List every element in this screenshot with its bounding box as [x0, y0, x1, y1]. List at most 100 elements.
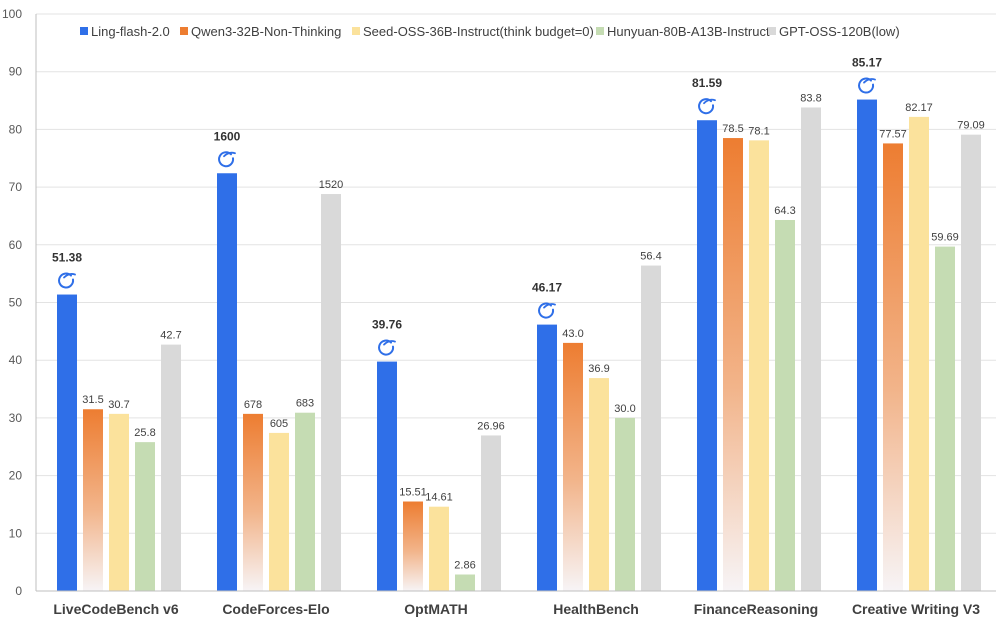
- legend: Ling-flash-2.0 Qwen3-32B-Non-Thinking Seed…: [80, 24, 900, 39]
- bar-gpt-oss-120b-low--0: [161, 344, 181, 591]
- value-label: 2.86: [454, 559, 475, 571]
- legend-swatch: [596, 27, 604, 35]
- bar-hunyuan-80b-a13b-instruct-3: [615, 417, 635, 591]
- x-tick-label: OptMATH: [404, 601, 468, 617]
- ling-logo-icon: [538, 302, 556, 319]
- y-tick-label: 40: [9, 353, 23, 367]
- bar-gpt-oss-120b-low--2: [481, 435, 501, 591]
- bar-gpt-oss-120b-low--1: [321, 194, 341, 592]
- value-label: 82.17: [905, 102, 933, 114]
- bars: [57, 99, 981, 592]
- value-label: 678: [244, 399, 262, 411]
- bar-qwen3-32b-non-thinking-1: [243, 413, 263, 591]
- bar-gpt-oss-120b-low--5: [961, 134, 981, 591]
- ling-logo-icon: [698, 98, 716, 115]
- value-label: 64.3: [774, 205, 795, 217]
- bar-qwen3-32b-non-thinking-5: [883, 143, 903, 592]
- value-label: 59.69: [931, 232, 959, 244]
- value-label: 56.4: [640, 251, 661, 263]
- value-label: 30.7: [108, 399, 129, 411]
- legend-item[interactable]: Seed-OSS-36B-Instruct(think budget=0): [352, 24, 594, 39]
- value-label: 30.0: [614, 403, 635, 415]
- ling-logo-icon: [858, 77, 876, 94]
- legend-label: Seed-OSS-36B-Instruct(think budget=0): [363, 24, 594, 39]
- value-label: 85.17: [852, 56, 882, 70]
- bar-seed-oss-36b-instruct-think-budget-0--0: [109, 413, 129, 591]
- y-tick-label: 0: [15, 584, 22, 598]
- legend-item[interactable]: Ling-flash-2.0: [80, 24, 170, 39]
- y-axis: 0 10 20 30 40 50 60 70 80 90 100: [2, 7, 37, 598]
- value-label: 683: [296, 398, 314, 410]
- y-tick-label: 50: [9, 296, 23, 310]
- value-label: 26.96: [477, 420, 505, 432]
- value-label: 51.38: [52, 251, 82, 265]
- bar-ling-flash-2-0-2: [377, 361, 397, 591]
- value-label: 42.7: [160, 330, 181, 342]
- value-label: 77.57: [879, 128, 907, 140]
- value-label: 83.8: [800, 92, 821, 104]
- legend-label: Hunyuan-80B-A13B-Instruct: [607, 24, 770, 39]
- y-tick-label: 70: [9, 180, 23, 194]
- bar-qwen3-32b-non-thinking-3: [563, 342, 583, 591]
- x-tick-label: CodeForces-Elo: [222, 601, 329, 617]
- bar-hunyuan-80b-a13b-instruct-1: [295, 412, 315, 591]
- x-axis: LiveCodeBench v6 CodeForces-Elo OptMATH Hea…: [36, 590, 996, 617]
- bar-seed-oss-36b-instruct-think-budget-0--1: [269, 432, 289, 591]
- value-label: 78.1: [748, 125, 769, 137]
- y-tick-label: 80: [9, 122, 23, 136]
- y-tick-label: 60: [9, 238, 23, 252]
- legend-item[interactable]: Qwen3-32B-Non-Thinking: [180, 24, 341, 39]
- legend-swatch: [768, 27, 776, 35]
- gridlines: [36, 13, 996, 534]
- bar-ling-flash-2-0-5: [857, 99, 877, 592]
- legend-swatch: [80, 27, 88, 35]
- value-label: 25.8: [134, 427, 155, 439]
- x-tick-label: Creative Writing V3: [852, 601, 980, 617]
- y-tick-label: 90: [9, 65, 23, 79]
- value-label: 39.76: [372, 318, 402, 332]
- value-label: 1520: [319, 179, 343, 191]
- bar-seed-oss-36b-instruct-think-budget-0--4: [749, 140, 769, 591]
- bar-seed-oss-36b-instruct-think-budget-0--5: [909, 116, 929, 592]
- bar-hunyuan-80b-a13b-instruct-4: [775, 219, 795, 591]
- y-tick-label: 10: [9, 526, 23, 540]
- value-label: 605: [270, 418, 288, 430]
- bar-gpt-oss-120b-low--4: [801, 107, 821, 591]
- legend-item[interactable]: GPT-OSS-120B(low): [768, 24, 900, 39]
- bar-qwen3-32b-non-thinking-0: [83, 409, 103, 591]
- bar-seed-oss-36b-instruct-think-budget-0--2: [429, 506, 449, 591]
- value-labels: 51.38 31.5 30.7 25.8 42.7 1600 678 605 683 1520 39…: [52, 56, 985, 572]
- bar-qwen3-32b-non-thinking-4: [723, 138, 743, 591]
- value-label: 31.5: [82, 394, 103, 406]
- ling-logo-icon: [218, 151, 236, 168]
- bar-qwen3-32b-non-thinking-2: [403, 501, 423, 591]
- legend-label: GPT-OSS-120B(low): [779, 24, 900, 39]
- bar-ling-flash-2-0-0: [57, 294, 77, 591]
- bar-ling-flash-2-0-1: [217, 173, 237, 591]
- bar-hunyuan-80b-a13b-instruct-0: [135, 442, 155, 591]
- y-tick-label: 20: [9, 469, 23, 483]
- legend-label: Ling-flash-2.0: [91, 24, 170, 39]
- bar-seed-oss-36b-instruct-think-budget-0--3: [589, 378, 609, 591]
- value-label: 14.61: [425, 492, 453, 504]
- bar-gpt-oss-120b-low--3: [641, 265, 661, 591]
- value-label: 15.51: [399, 487, 427, 499]
- y-tick-label: 100: [2, 7, 22, 21]
- bar-hunyuan-80b-a13b-instruct-2: [455, 574, 475, 591]
- x-tick-label: LiveCodeBench v6: [53, 601, 178, 617]
- ling-logo-icon: [58, 272, 76, 289]
- x-tick-label: HealthBench: [553, 601, 639, 617]
- legend-item[interactable]: Hunyuan-80B-A13B-Instruct: [596, 24, 770, 39]
- y-tick-label: 30: [9, 411, 23, 425]
- value-label: 78.5: [722, 123, 743, 135]
- ling-logo-icon: [378, 339, 396, 356]
- legend-swatch: [352, 27, 360, 35]
- bar-ling-flash-2-0-3: [537, 324, 557, 591]
- bar-hunyuan-80b-a13b-instruct-5: [935, 246, 955, 592]
- value-label: 36.9: [588, 363, 609, 375]
- legend-swatch: [180, 27, 188, 35]
- x-tick-label: FinanceReasoning: [694, 601, 818, 617]
- value-label: 81.59: [692, 76, 722, 90]
- value-label: 43.0: [562, 328, 583, 340]
